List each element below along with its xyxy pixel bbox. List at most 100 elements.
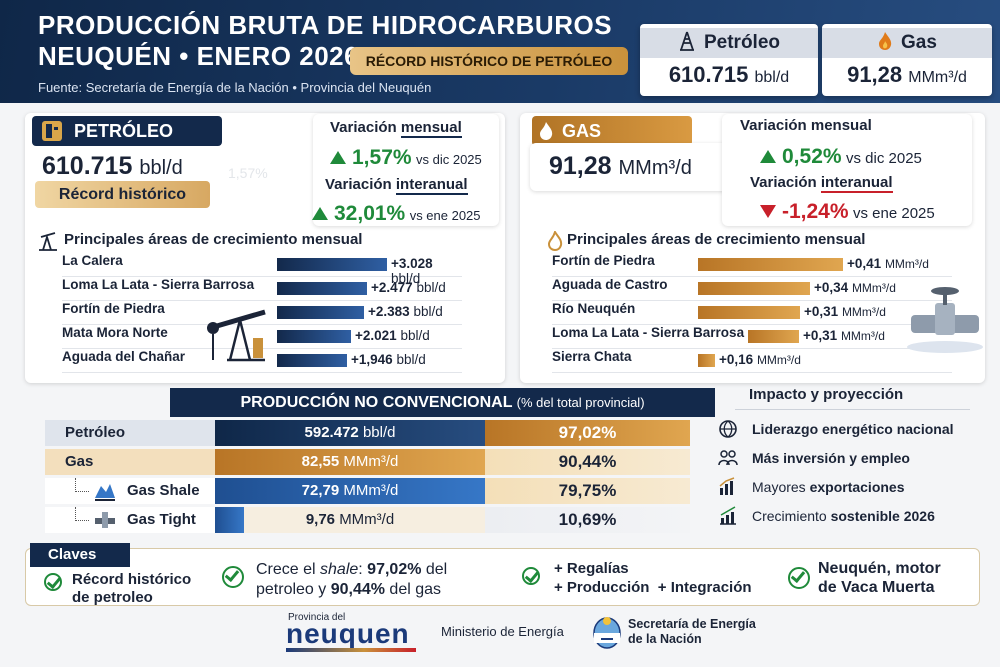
provincia-small: Provincia del bbox=[288, 612, 346, 623]
area-bar bbox=[698, 306, 800, 319]
petroleo-area-row: Mata Mora Norte +2.021 bbl/d bbox=[62, 325, 462, 349]
nc-row: Gas 82,55 MMm³/d 90,44% bbox=[45, 449, 690, 475]
area-bar bbox=[277, 330, 351, 343]
impacto-item: Crecimiento sostenible 2026 bbox=[718, 503, 978, 532]
nc-label: Gas Tight bbox=[45, 507, 215, 533]
up-arrow-icon bbox=[330, 151, 346, 164]
gas-pipe-icon bbox=[95, 512, 115, 528]
gas-value: 91,28 MMm³/d bbox=[549, 152, 692, 180]
growth-chart-icon bbox=[720, 506, 736, 525]
petroleo-value: 610.715 bbl/d bbox=[42, 152, 183, 180]
petroleo-area-row: La Calera +3.028 bbl/d bbox=[62, 253, 462, 286]
gas-section-label: GAS bbox=[532, 116, 692, 146]
area-bar bbox=[277, 354, 347, 367]
down-arrow-icon bbox=[760, 205, 776, 218]
tree-connector bbox=[75, 507, 89, 521]
gas-areas-list: Fortín de Piedra +0,41 MMm³/d Aguada de Ca… bbox=[552, 253, 952, 373]
check-icon bbox=[222, 566, 244, 588]
area-bar bbox=[277, 282, 367, 295]
claves-box bbox=[25, 548, 980, 606]
impacto-item: Mayores exportaciones bbox=[718, 474, 978, 503]
area-name: Sierra Chata bbox=[552, 349, 632, 364]
petroleo-monthly-label: Variación mensual bbox=[330, 119, 462, 138]
area-name: Loma La Lata - Sierra Barrosa bbox=[62, 277, 255, 292]
page-title: PRODUCCIÓN BRUTA DE HIDROCARBUROS NEUQUÉ… bbox=[38, 10, 612, 72]
gas-yearly-label: Variación interanual bbox=[750, 174, 893, 193]
gas-monthly-label: Variación mensual bbox=[740, 117, 872, 134]
no-convencional-header: PRODUCCIÓN NO CONVENCIONAL (% del total … bbox=[170, 388, 715, 417]
nc-pct: 90,44% bbox=[485, 449, 690, 475]
nc-pct: 10,69% bbox=[485, 507, 690, 533]
up-arrow-icon bbox=[760, 150, 776, 163]
petroleo-areas-list: La Calera +3.028 bbl/d Loma La Lata - Sier… bbox=[62, 253, 462, 373]
check-icon bbox=[44, 573, 62, 591]
area-value: +2.477 bbl/d bbox=[371, 280, 446, 295]
record-badge: RÉCORD HISTÓRICO DE PETRÓLEO bbox=[350, 47, 628, 75]
pumpjack-icon bbox=[207, 309, 266, 362]
area-name: Río Neuquén bbox=[552, 301, 636, 316]
area-name: Aguada de Castro bbox=[552, 277, 668, 292]
nc-value: 82,55 MMm³/d bbox=[215, 449, 485, 475]
flame-icon bbox=[879, 32, 892, 50]
impacto-item: Más inversión y empleo bbox=[718, 445, 978, 474]
gas-area-row: Fortín de Piedra +0,41 MMm³/d bbox=[552, 253, 952, 277]
impacto-text: Más inversión y empleo bbox=[752, 450, 910, 466]
nc-value: 592.472 bbl/d bbox=[215, 420, 485, 446]
area-value: +0,41 MMm³/d bbox=[847, 256, 929, 271]
nc-row: Gas Shale 72,79 MMm³/d 79,75% bbox=[45, 478, 690, 504]
area-name: Loma La Lata - Sierra Barrosa bbox=[552, 325, 745, 340]
area-name: Fortín de Piedra bbox=[62, 301, 165, 316]
petroleo-section-label: PETRÓLEO bbox=[32, 116, 222, 146]
gas-area-row: Río Neuquén +0,31 MMm³/d bbox=[552, 301, 952, 325]
nc-pct: 97,02% bbox=[485, 420, 690, 446]
petroleo-area-row: Loma La Lata - Sierra Barrosa +2.477 bbl/… bbox=[62, 277, 462, 301]
nc-pct: 79,75% bbox=[485, 478, 690, 504]
area-bar bbox=[698, 258, 843, 271]
nc-row: Petróleo 592.472 bbl/d 97,02% bbox=[45, 420, 690, 446]
oil-barrel-icon bbox=[42, 121, 62, 141]
neuquen-logo-underline bbox=[286, 648, 416, 652]
people-icon bbox=[718, 450, 738, 466]
area-value: +3.028 bbl/d bbox=[391, 256, 433, 286]
check-icon bbox=[522, 567, 540, 585]
no-convencional-table: Petróleo 592.472 bbl/d 97,02% Gas 82,55 MMm³… bbox=[45, 420, 690, 540]
ministerio-text: Ministerio de Energía bbox=[441, 624, 564, 639]
title-line-2: NEUQUÉN • ENERO 2026 bbox=[38, 41, 360, 71]
kpi-petroleo-value: 610.715 bbl/d bbox=[668, 62, 790, 87]
area-bar bbox=[277, 258, 387, 271]
kpi-gas-label: Gas bbox=[822, 28, 992, 58]
check-icon bbox=[788, 567, 810, 589]
secretaria-text: Secretaría de Energía de la Nación bbox=[628, 617, 756, 646]
impacto-text: Liderazgo energético nacional bbox=[752, 421, 954, 437]
gas-area-row: Aguada de Castro +0,34 MMm³/d bbox=[552, 277, 952, 301]
neuquen-logo: neuquen bbox=[286, 618, 410, 649]
nc-row: Gas Tight 9,76 MMm³/d 10,69% bbox=[45, 507, 690, 533]
nc-label: Gas Shale bbox=[45, 478, 215, 504]
area-name: Aguada del Chañar bbox=[62, 349, 186, 364]
national-seal-icon bbox=[593, 617, 621, 649]
bar-chart-icon bbox=[719, 477, 735, 495]
nc-value: 72,79 MMm³/d bbox=[215, 478, 485, 504]
area-name: La Calera bbox=[62, 253, 123, 268]
petroleo-faded-pct: 1,57% bbox=[228, 165, 268, 181]
kpi-gas-value: 91,28 MMm³/d bbox=[847, 62, 967, 87]
flame-icon bbox=[540, 122, 553, 140]
claves-title: Claves bbox=[30, 543, 130, 567]
gas-yearly: -1,24% vs ene 2025 bbox=[760, 200, 935, 224]
nc-label: Gas bbox=[45, 449, 215, 475]
petroleo-area-row: Aguada del Chañar +1,946 bbl/d bbox=[62, 349, 462, 373]
area-value: +0,31 MMm³/d bbox=[803, 328, 885, 343]
title-line-1: PRODUCCIÓN BRUTA DE HIDROCARBUROS bbox=[38, 10, 613, 40]
gas-value-card bbox=[530, 143, 728, 191]
gas-area-row: Loma La Lata - Sierra Barrosa +0,31 MMm³/… bbox=[552, 325, 952, 349]
gas-areas-title: Principales áreas de crecimiento mensual bbox=[567, 231, 866, 248]
petroleo-record-badge: Récord histórico bbox=[35, 181, 210, 208]
nc-value-text: 72,79 MMm³/d bbox=[301, 482, 399, 499]
shale-rock-icon bbox=[95, 484, 115, 501]
kpi-petroleo: Petróleo 610.715 bbl/d bbox=[640, 24, 818, 96]
impacto-list: Liderazgo energético nacional Más inversi… bbox=[718, 416, 978, 532]
area-value: +2.383 bbl/d bbox=[368, 304, 443, 319]
petroleo-yearly-label: Variación interanual bbox=[325, 176, 468, 195]
impacto-item: Liderazgo energético nacional bbox=[718, 416, 978, 445]
area-bar bbox=[277, 306, 364, 319]
